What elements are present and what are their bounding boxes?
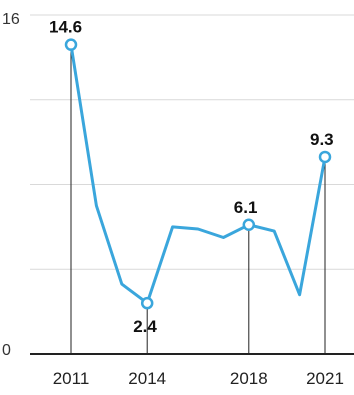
data-point-marker bbox=[318, 150, 332, 164]
data-label: 6.1 bbox=[234, 198, 258, 217]
data-point-marker bbox=[64, 38, 78, 51]
series-layer bbox=[69, 43, 327, 305]
data-point-marker bbox=[242, 218, 256, 232]
y-tick-label: 16 bbox=[2, 11, 20, 28]
labels: 0 16 14.6 2.4 6.1 9.3 2011 2014 2018 2021 bbox=[2, 11, 344, 388]
grid-layer bbox=[30, 14, 354, 355]
data-label: 2.4 bbox=[133, 317, 157, 336]
x-tick-label: 2018 bbox=[230, 369, 268, 388]
series-line bbox=[69, 43, 327, 305]
data-label: 9.3 bbox=[310, 130, 334, 149]
drop-lines bbox=[70, 44, 326, 354]
x-tick-label: 2011 bbox=[53, 369, 90, 388]
y-tick-label: 0 bbox=[2, 342, 11, 359]
markers bbox=[64, 38, 332, 310]
x-tick-label: 2021 bbox=[306, 369, 344, 388]
data-point-marker bbox=[140, 296, 154, 310]
data-label: 14.6 bbox=[49, 18, 82, 37]
x-tick-label: 2014 bbox=[128, 369, 166, 388]
